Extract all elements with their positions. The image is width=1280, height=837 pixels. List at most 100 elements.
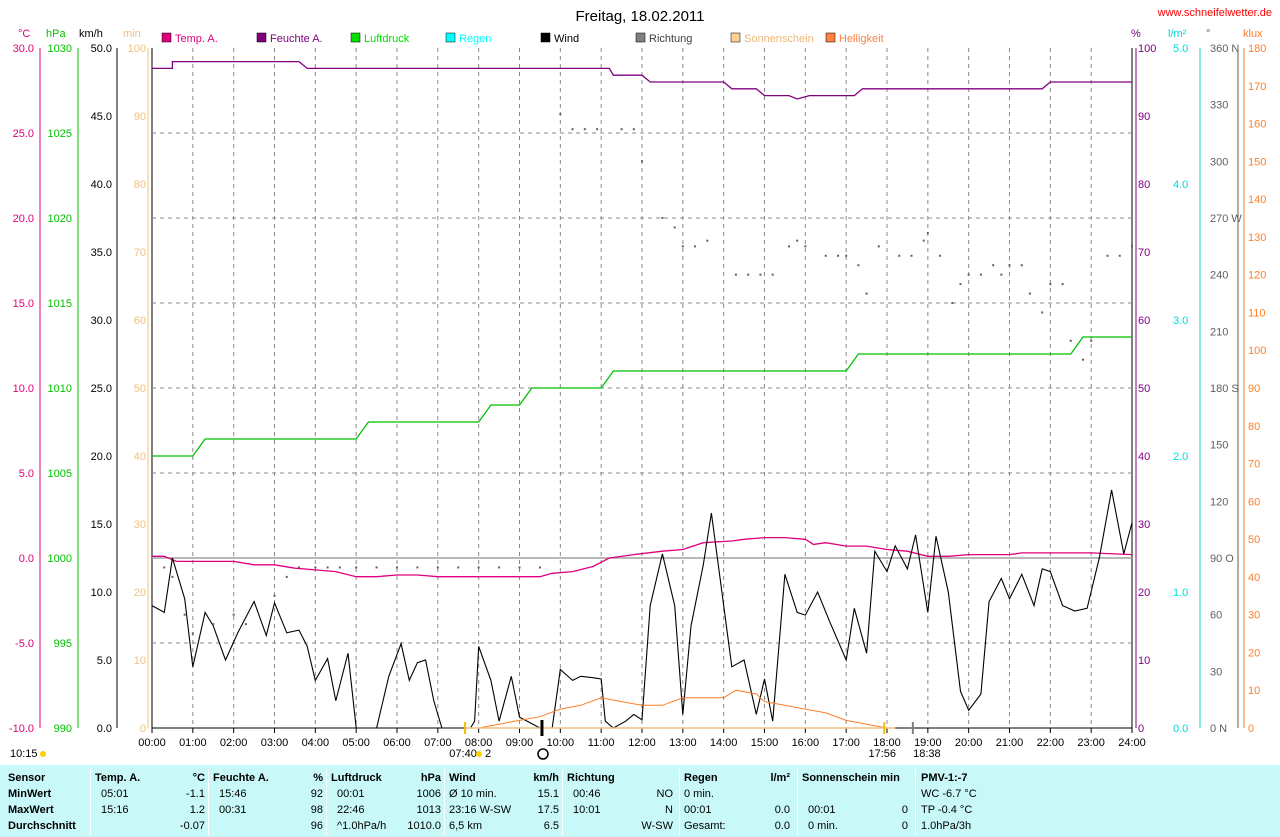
direction-point (632, 128, 635, 131)
humidity-tick-label: 80 (1138, 179, 1150, 191)
x-tick-label: 04:00 (302, 737, 330, 749)
dir-tick-label: 180 S (1210, 383, 1239, 395)
direction-point (804, 245, 807, 248)
direction-point (796, 239, 799, 242)
x-tick-label: 03:00 (261, 737, 289, 749)
stats-column-head: PMV-1:-7 (921, 772, 968, 784)
direction-point (183, 613, 186, 616)
direction-point (477, 566, 480, 569)
direction-point (979, 273, 982, 276)
sun-icon (476, 751, 483, 757)
stats-cell-label: 0 min. (808, 820, 838, 832)
pressure-tick-label: 1010 (48, 383, 72, 395)
stats-column-head: Regen (684, 772, 718, 784)
sunrise-label: 07:40 (449, 748, 477, 760)
pressure-unit-header: hPa (46, 28, 66, 40)
series-layer (151, 60, 1133, 729)
rain-tick-label: 5.0 (1173, 43, 1188, 55)
rain-tick-label: 0.0 (1173, 723, 1188, 735)
time-start-label: 10:15 (10, 748, 38, 760)
stats-cell-value: 1010.0 (407, 820, 441, 832)
legend-label: Sonnenschein (744, 33, 814, 45)
direction-point (661, 217, 664, 219)
direction-point (898, 254, 901, 257)
direction-point (559, 113, 562, 116)
dir-tick-label: 90 O (1210, 553, 1234, 565)
series-line-feuchte-a (152, 60, 1132, 100)
stats-cell-label: 0 min. (684, 788, 714, 800)
stats-cell-value: 1.2 (189, 804, 205, 816)
lux-tick-label: 120 (1248, 270, 1266, 282)
stats-column-head: Wind (449, 772, 476, 784)
lux-tick-label: 100 (1248, 345, 1266, 357)
legend-swatch (161, 32, 172, 43)
legend-label: Richtung (649, 33, 692, 45)
stats-row-label: Durchschnitt (8, 820, 76, 832)
direction-point (538, 566, 541, 569)
stats-cell-label: 00:46 (573, 788, 601, 800)
direction-point (1082, 358, 1084, 361)
humidity-tick-label: 100 (1138, 43, 1156, 55)
direction-point (759, 273, 762, 276)
direction-point (416, 566, 419, 569)
temp-tick-label: 0.0 (19, 553, 34, 565)
temp-tick-label: 20.0 (13, 213, 34, 225)
stats-separator (679, 769, 680, 835)
humidity-tick-label: 40 (1138, 451, 1150, 463)
wind-tick-label: 50.0 (91, 43, 112, 55)
wind-tick-label: 10.0 (91, 587, 112, 599)
x-tick-label: 11:00 (588, 737, 615, 749)
humidity-tick-label: 50 (1138, 383, 1150, 395)
lux-tick-label: 150 (1248, 156, 1266, 168)
direction-point (326, 566, 329, 569)
legend-label: Regen (459, 33, 491, 45)
direction-point (436, 566, 439, 569)
direction-point (244, 623, 247, 626)
stats-cell-label: WC -6.7 °C (921, 788, 977, 800)
x-tick-label: 08:00 (465, 737, 493, 749)
temp-tick-label: 15.0 (13, 298, 34, 310)
rain-tick-label: 1.0 (1173, 587, 1188, 599)
x-tick-label: 17:00 (832, 737, 860, 749)
sunrise-mark-label: 2 (485, 748, 491, 760)
pressure-tick-label: 990 (54, 723, 72, 735)
lux-tick-label: 180 (1248, 43, 1266, 55)
stats-cell-label: 22:46 (337, 804, 365, 816)
direction-point (694, 245, 697, 248)
stats-row-label: MinWert (8, 788, 52, 800)
humidity-tick-label: 60 (1138, 315, 1150, 327)
temp-tick-label: -5.0 (15, 638, 34, 650)
direction-point (314, 566, 317, 569)
lux-tick-label: 30 (1248, 610, 1260, 622)
direction-point (1090, 339, 1093, 342)
direction-point (951, 302, 954, 304)
dir-tick-label: 330 (1210, 100, 1228, 112)
direction-point (845, 254, 848, 257)
stats-cell-value: W-SW (641, 820, 673, 832)
lux-tick-label: 70 (1248, 459, 1260, 471)
x-tick-label: 24:00 (1118, 737, 1146, 749)
lux-tick-label: 140 (1248, 194, 1266, 206)
direction-point (910, 254, 913, 257)
stats-separator (562, 769, 563, 835)
direction-point (1106, 254, 1109, 257)
sun-tick-label: 70 (134, 247, 146, 259)
legend: Temp. A. Feuchte A. Luftdruck Regen Wind Rich… (161, 32, 884, 45)
stats-column-unit: % (313, 772, 323, 784)
stats-separator (208, 769, 209, 835)
sun-icon (40, 751, 46, 757)
direction-point (824, 254, 827, 257)
sun-unit-header: min (123, 28, 141, 40)
x-tick-label: 14:00 (710, 737, 738, 749)
direction-point (355, 566, 358, 569)
legend-swatch (635, 32, 646, 43)
direction-point (232, 613, 235, 616)
series-line-luftdruck (152, 336, 1132, 457)
lux-tick-label: 10 (1248, 685, 1260, 697)
website-link[interactable]: www.schneifelwetter.de (1157, 7, 1272, 19)
legend-item: Regen (445, 32, 491, 45)
wind-tick-label: 40.0 (91, 179, 112, 191)
chart-title: Freitag, 18.02.2011 (576, 8, 705, 25)
stats-cell-label: 00:01 (337, 788, 365, 800)
lux-tick-label: 20 (1248, 647, 1260, 659)
